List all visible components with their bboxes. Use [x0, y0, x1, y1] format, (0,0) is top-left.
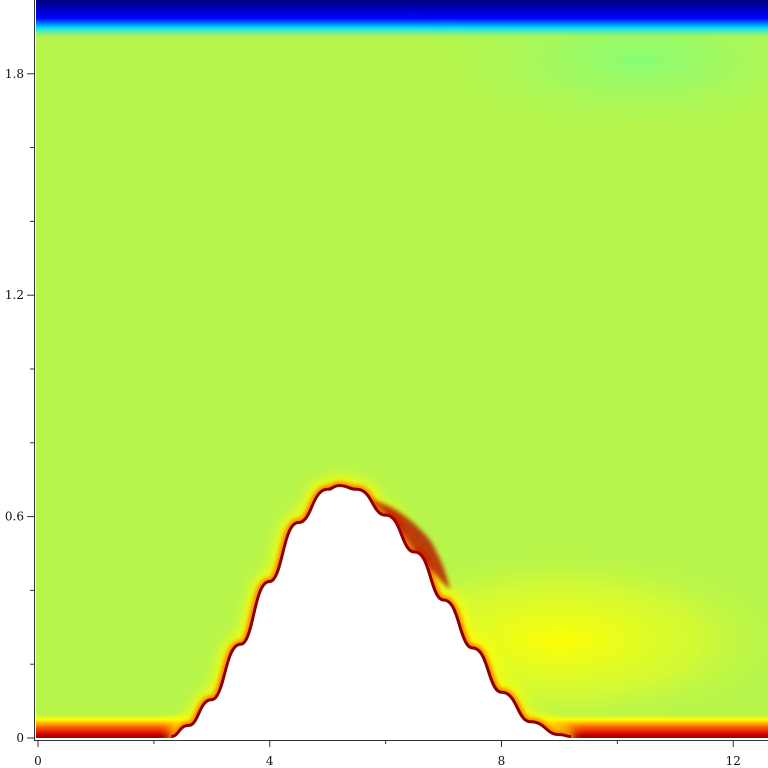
color-field	[36, 0, 768, 738]
x-axis-ticks: 0 4 8 12	[34, 740, 741, 768]
x-tick-label: 4	[266, 754, 274, 768]
hill-obstacle	[171, 487, 572, 738]
y-tick-label: 1.8	[5, 67, 24, 81]
lee-side-separation	[370, 500, 450, 590]
x-tick-label: 0	[34, 754, 42, 768]
y-axis-ticks: 0 0.6 1.2 1.8	[5, 67, 34, 745]
y-tick-label: 0.6	[5, 510, 24, 524]
x-tick-label: 12	[726, 754, 741, 768]
x-tick-label: 8	[498, 754, 506, 768]
y-tick-label: 0	[16, 731, 24, 745]
axes: 0 4 8 12 0 0.6 1.2 1.8	[5, 0, 768, 768]
top-boundary-band	[36, 0, 768, 40]
y-tick-label: 1.2	[5, 288, 24, 302]
